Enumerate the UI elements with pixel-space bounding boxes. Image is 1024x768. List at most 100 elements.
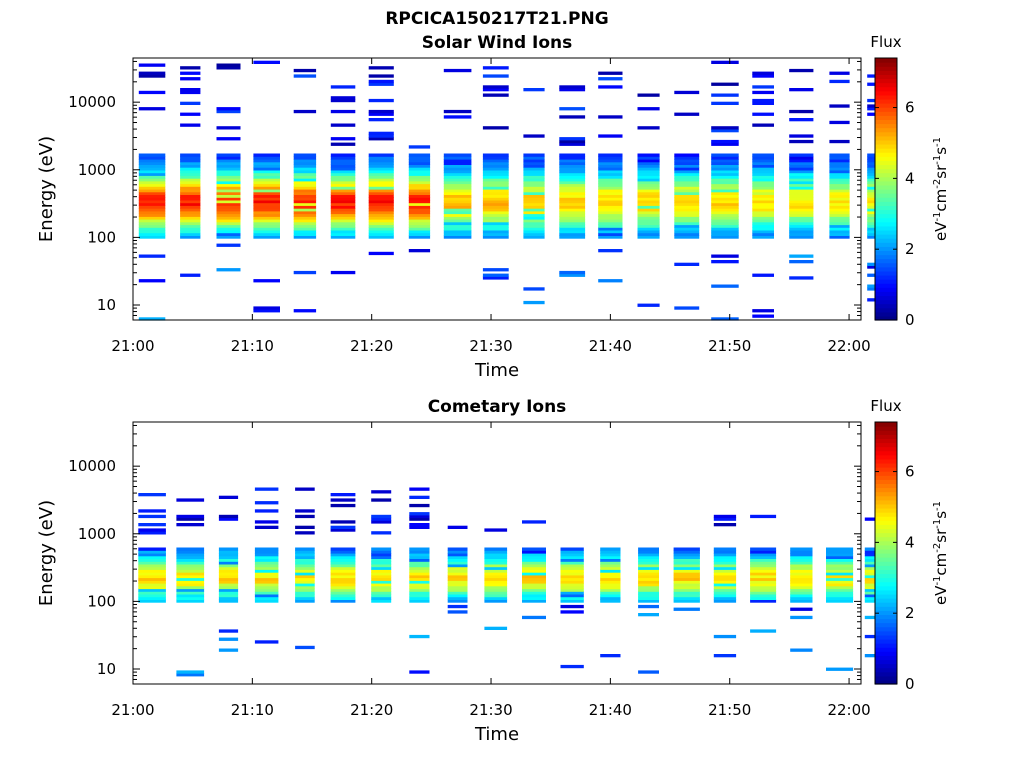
heatmap-cell (523, 183, 545, 187)
heatmap-cell (638, 593, 659, 598)
heatmap-cell (790, 574, 813, 579)
heatmap-cell (138, 205, 166, 209)
heatmap-cell (295, 550, 315, 554)
heatmap-cell (371, 566, 392, 570)
heatmap-cell (368, 131, 394, 135)
heatmap-cell (443, 216, 472, 220)
heatmap-cell (443, 219, 472, 223)
heatmap-cell (253, 213, 280, 217)
colorbar-tick-label: 6 (905, 99, 915, 117)
heatmap-cell (559, 219, 586, 223)
heatmap-cell (138, 208, 166, 212)
heatmap-cell (180, 189, 201, 193)
heatmap-cell (253, 180, 280, 185)
heatmap-cell (330, 227, 356, 231)
heatmap-cell (253, 224, 280, 228)
heatmap-cell (484, 599, 508, 603)
heatmap-cell (180, 205, 201, 209)
heatmap-cell (330, 593, 356, 598)
heatmap-cell (330, 235, 356, 239)
heatmap-cell (674, 90, 700, 95)
heatmap-cell (789, 156, 814, 160)
heatmap-cell (484, 553, 508, 557)
heatmap-cell (598, 186, 623, 190)
heatmap-cell (523, 235, 545, 239)
heatmap-cell (293, 221, 317, 226)
heatmap-cell (638, 588, 659, 592)
heatmap-cell (371, 588, 392, 592)
heatmap-cell (484, 596, 508, 600)
heatmap-cell (254, 574, 279, 579)
heatmap-cell (443, 229, 472, 234)
colorbar-swatch (875, 160, 897, 166)
heatmap-cell (674, 172, 700, 176)
heatmap-cell (637, 229, 660, 234)
colorbar-swatch (875, 209, 897, 215)
heatmap-cell (750, 585, 777, 590)
heatmap-cell (371, 591, 392, 595)
colorbar-swatch (875, 557, 897, 562)
heatmap-cell (522, 547, 546, 551)
heatmap-cell (598, 249, 623, 253)
heatmap-cell (218, 495, 239, 499)
heatmap-cell (752, 232, 774, 236)
heatmap-cell (408, 224, 431, 228)
heatmap-cell (711, 199, 739, 204)
heatmap-cell (295, 566, 315, 570)
heatmap-cell (523, 134, 545, 138)
heatmap-cell (447, 561, 468, 565)
heatmap-cell (829, 167, 850, 171)
heatmap-cell (560, 583, 584, 587)
heatmap-cell (138, 90, 166, 95)
heatmap-cell (752, 183, 774, 187)
heatmap-cell (408, 229, 431, 234)
colorbar-swatch (875, 663, 897, 669)
heatmap-cell (138, 563, 166, 568)
heatmap-cell (368, 137, 394, 141)
heatmap-cell (560, 555, 584, 559)
heatmap-cell (638, 550, 659, 554)
heatmap-cell (482, 273, 509, 277)
heatmap-cell (559, 164, 586, 168)
heatmap-cell (711, 159, 739, 163)
heatmap-cell (371, 561, 392, 565)
colorbar-swatch (875, 197, 897, 202)
heatmap-cell (829, 197, 850, 201)
heatmap-cell (408, 191, 431, 195)
heatmap-cell (482, 161, 509, 165)
heatmap-cell (559, 227, 586, 231)
heatmap-cell (409, 561, 430, 565)
heatmap-cell (482, 221, 509, 226)
heatmap-cell (750, 572, 777, 576)
heatmap-cell (138, 216, 166, 220)
heatmap-cell (826, 555, 854, 559)
heatmap-cell (559, 178, 586, 182)
colorbar-swatch (875, 593, 897, 599)
heatmap-cell (674, 164, 700, 168)
heatmap-cell (330, 199, 356, 204)
heatmap-cell (790, 607, 813, 611)
heatmap-cell (216, 197, 241, 201)
heatmap-cell (330, 180, 356, 185)
heatmap-cell (295, 577, 315, 581)
heatmap-cell (637, 164, 660, 168)
heatmap-cell (176, 558, 205, 562)
heatmap-cell (560, 561, 584, 565)
heatmap-cell (218, 637, 239, 641)
heatmap-cell (293, 197, 317, 201)
heatmap-cell (600, 599, 621, 603)
heatmap-cell (447, 566, 468, 570)
heatmap-cell (600, 588, 621, 592)
heatmap-cell (829, 104, 850, 108)
heatmap-cell (138, 175, 166, 179)
heatmap-cell (826, 577, 854, 581)
colorbar-swatch (875, 168, 897, 174)
heatmap-cell (829, 153, 850, 157)
heatmap-cell (138, 219, 166, 223)
heatmap-cell (560, 550, 584, 554)
heatmap-cell (482, 164, 509, 168)
heatmap-cell (180, 197, 201, 201)
colorbar-swatch (875, 254, 897, 260)
colorbar-swatch (875, 471, 897, 476)
colorbar-swatch (875, 602, 897, 607)
